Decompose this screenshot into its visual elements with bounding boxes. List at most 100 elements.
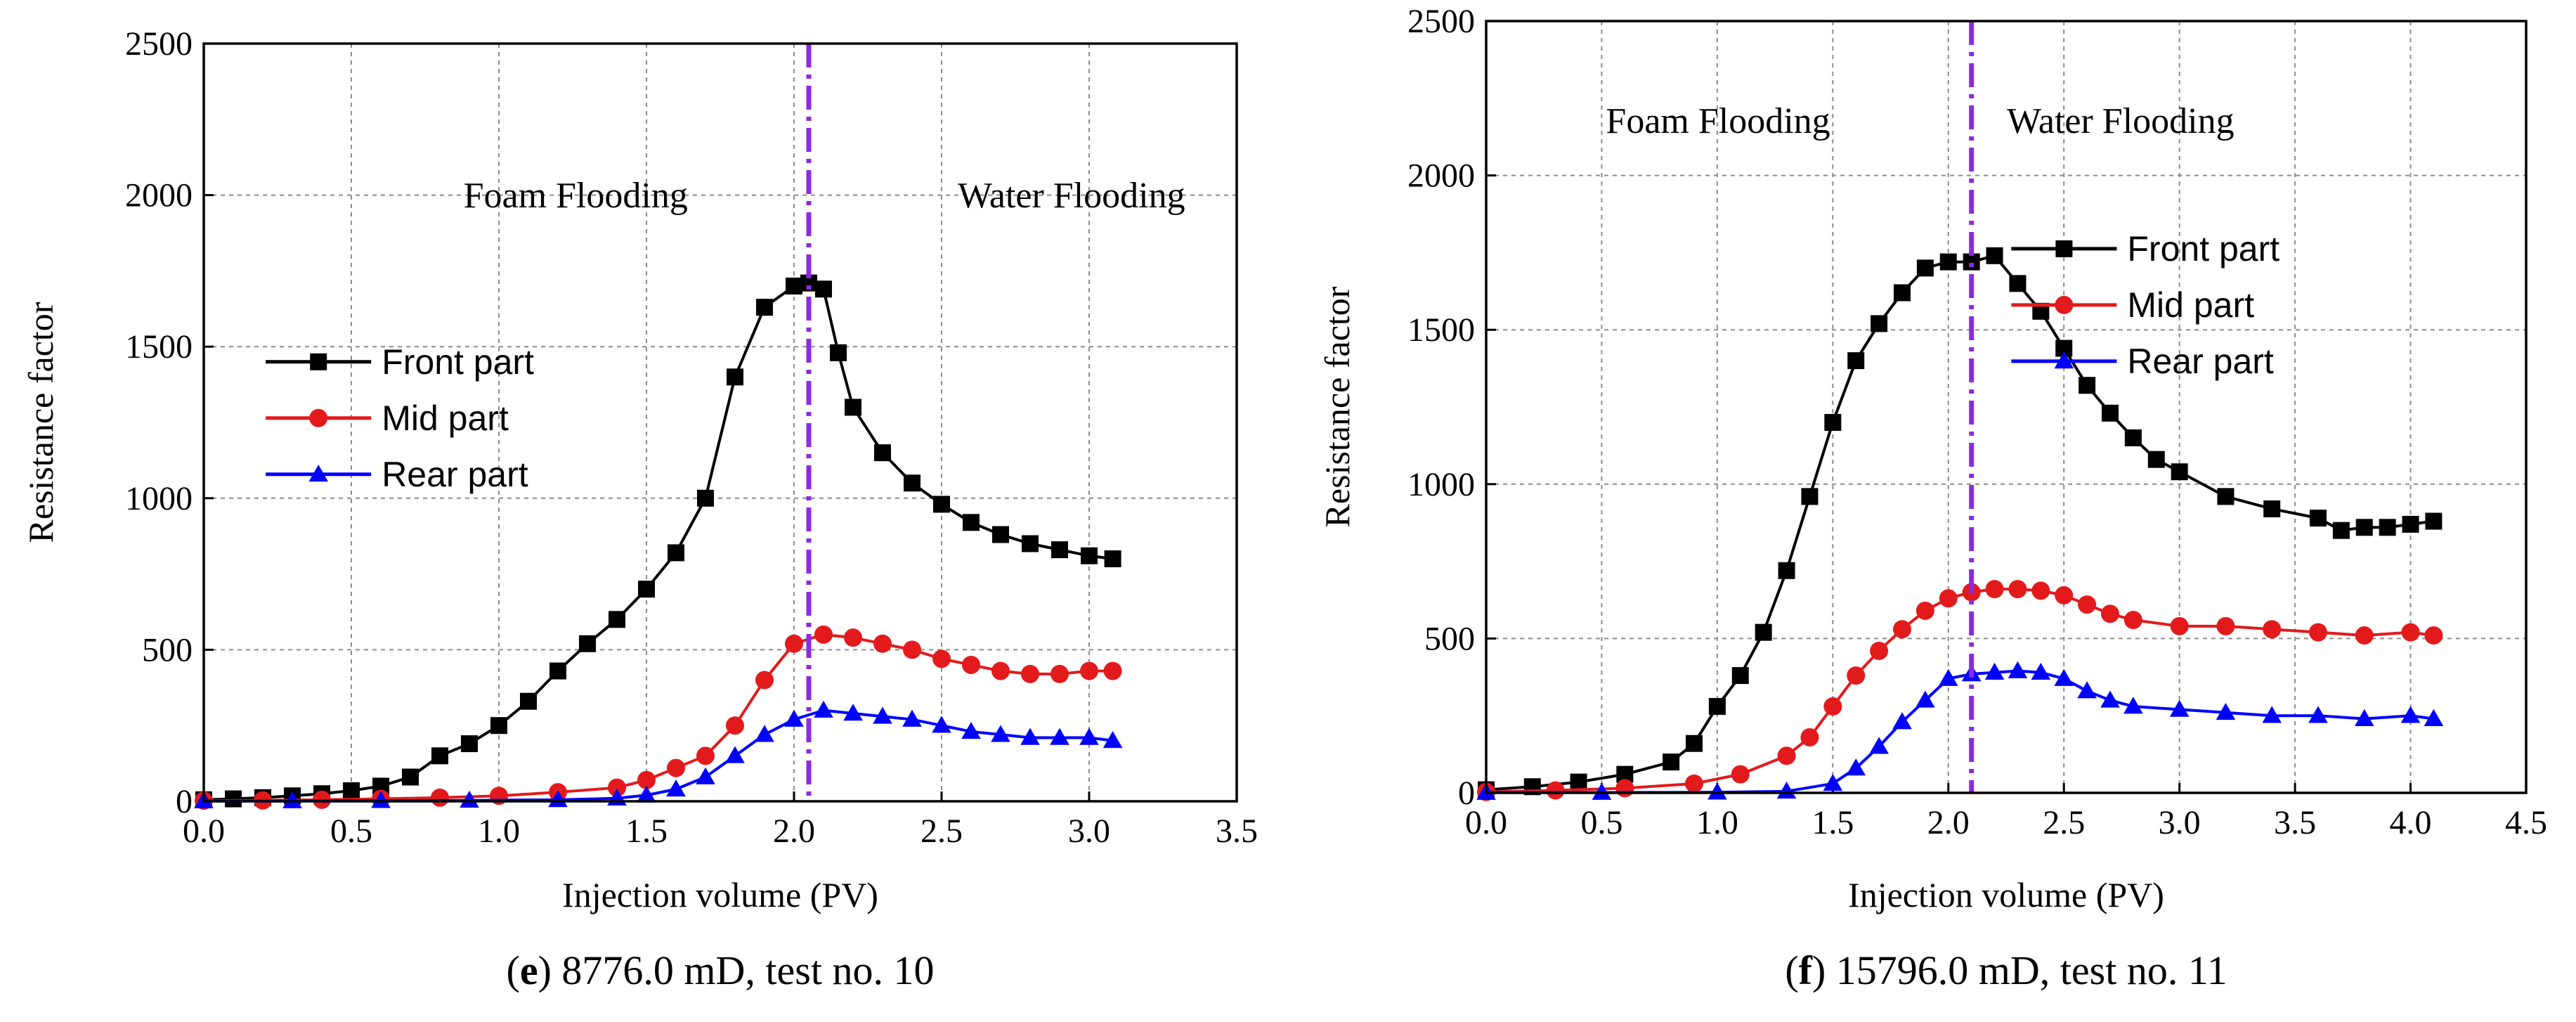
- data-point: [2354, 709, 2374, 726]
- data-point: [830, 344, 847, 361]
- data-point: [1939, 253, 1957, 271]
- data-point: [2355, 519, 2373, 536]
- data-point: [2079, 377, 2096, 394]
- data-point: [1102, 730, 1123, 749]
- x-tick-label: 3.5: [1216, 813, 1258, 850]
- data-point: [932, 649, 951, 668]
- caption-paren-close: ): [538, 947, 552, 993]
- caption-text: 8776.0 mD, test no. 10: [552, 947, 935, 993]
- data-point: [962, 655, 980, 674]
- data-point: [2379, 519, 2396, 536]
- data-point: [2100, 690, 2120, 708]
- data-point: [1916, 259, 1934, 277]
- data-point: [963, 514, 980, 531]
- data-point: [1081, 547, 1098, 564]
- data-point: [725, 746, 745, 763]
- x-tick-label: 0.5: [1580, 804, 1622, 841]
- y-tick-label: 2500: [1407, 3, 1475, 40]
- grid: [1486, 21, 2526, 793]
- data-point: [902, 709, 922, 727]
- x-tick-label: 0.0: [183, 813, 225, 850]
- caption-paren-close: ): [1812, 947, 1826, 993]
- legend: Front part Mid part Rear part: [2011, 229, 2279, 381]
- x-tick-label: 2.5: [2043, 804, 2085, 841]
- data-point: [1870, 641, 1889, 660]
- data-point: [1615, 779, 1634, 798]
- data-point: [1894, 284, 1911, 302]
- data-point: [2332, 522, 2350, 539]
- data-point: [1939, 589, 1958, 608]
- data-point: [490, 717, 507, 735]
- series-rear-part: [1476, 661, 2444, 800]
- data-point: [666, 779, 686, 797]
- data-point: [2123, 697, 2143, 714]
- y-tick-label: 500: [1424, 620, 1475, 657]
- data-point: [1846, 758, 1866, 776]
- data-point: [1915, 690, 1935, 708]
- data-point: [1079, 727, 1099, 745]
- data-point: [2400, 706, 2421, 723]
- data-point: [520, 692, 537, 710]
- x-tick-label: 0.0: [1465, 804, 1507, 841]
- data-point: [845, 399, 861, 416]
- data-point: [1892, 712, 1912, 730]
- data-point: [2054, 668, 2074, 686]
- data-point: [2310, 510, 2327, 527]
- data-point: [696, 746, 715, 765]
- data-point: [1986, 247, 2003, 264]
- x-axis-label: Injection volume (PV): [562, 875, 878, 914]
- data-point: [843, 704, 863, 721]
- data-point: [1731, 765, 1750, 784]
- series-line: [1485, 588, 2434, 794]
- data-point: [431, 788, 449, 807]
- data-point: [1847, 666, 1866, 685]
- data-point: [904, 474, 921, 492]
- data-point: [1963, 253, 1980, 271]
- x-tick-label: 3.5: [2274, 804, 2316, 841]
- x-tick-label: 2.5: [921, 813, 963, 850]
- legend-label: Mid part: [382, 399, 509, 438]
- data-point: [903, 640, 921, 659]
- data-point: [638, 581, 655, 598]
- caption-paren-open: (: [507, 947, 520, 993]
- region-label: Foam Flooding: [464, 176, 688, 216]
- x-tick-label: 1.0: [1696, 804, 1738, 841]
- data-point: [933, 496, 950, 513]
- data-point: [1893, 620, 1911, 639]
- data-point: [696, 767, 715, 784]
- plot-area: [204, 44, 1237, 801]
- data-point: [2101, 604, 2119, 623]
- data-point: [786, 277, 802, 295]
- data-point: [2402, 515, 2419, 533]
- data-point: [1869, 737, 1889, 754]
- y-tick-label: 2500: [125, 25, 193, 63]
- grid: [204, 44, 1237, 801]
- data-point: [784, 709, 804, 727]
- x-tick-label: 4.5: [2505, 804, 2547, 841]
- data-point: [1800, 727, 1819, 746]
- data-point: [667, 758, 685, 777]
- data-point: [727, 368, 743, 386]
- figure-caption: (f) 15796.0 mD, test no. 11: [1785, 947, 2227, 993]
- data-point: [873, 634, 892, 653]
- data-point: [1685, 774, 1703, 793]
- data-point: [2031, 581, 2050, 600]
- chart-panel-f: 0.0 0.5 1.0 1.5 2.0 2.5 3.0 3.5 4.0 4.5 0 500 1000 15…: [1318, 3, 2547, 993]
- data-point: [1823, 697, 1842, 716]
- data-point: [1570, 773, 1587, 791]
- x-tick-label: 4.0: [2390, 804, 2432, 841]
- data-point: [2078, 595, 2097, 614]
- data-point: [2309, 623, 2327, 642]
- x-tick-label: 2.0: [1927, 804, 1970, 841]
- legend-marker: [310, 353, 327, 370]
- region-label: Water Flooding: [958, 176, 1185, 216]
- data-point: [1020, 727, 1040, 745]
- data-point: [991, 725, 1010, 742]
- data-point: [608, 778, 626, 797]
- y-tick-label: 500: [142, 631, 193, 668]
- data-point: [1871, 315, 1888, 332]
- legend-marker: [2055, 295, 2074, 314]
- legend-label: Front part: [382, 342, 534, 382]
- caption-paren-open: (: [1785, 947, 1798, 993]
